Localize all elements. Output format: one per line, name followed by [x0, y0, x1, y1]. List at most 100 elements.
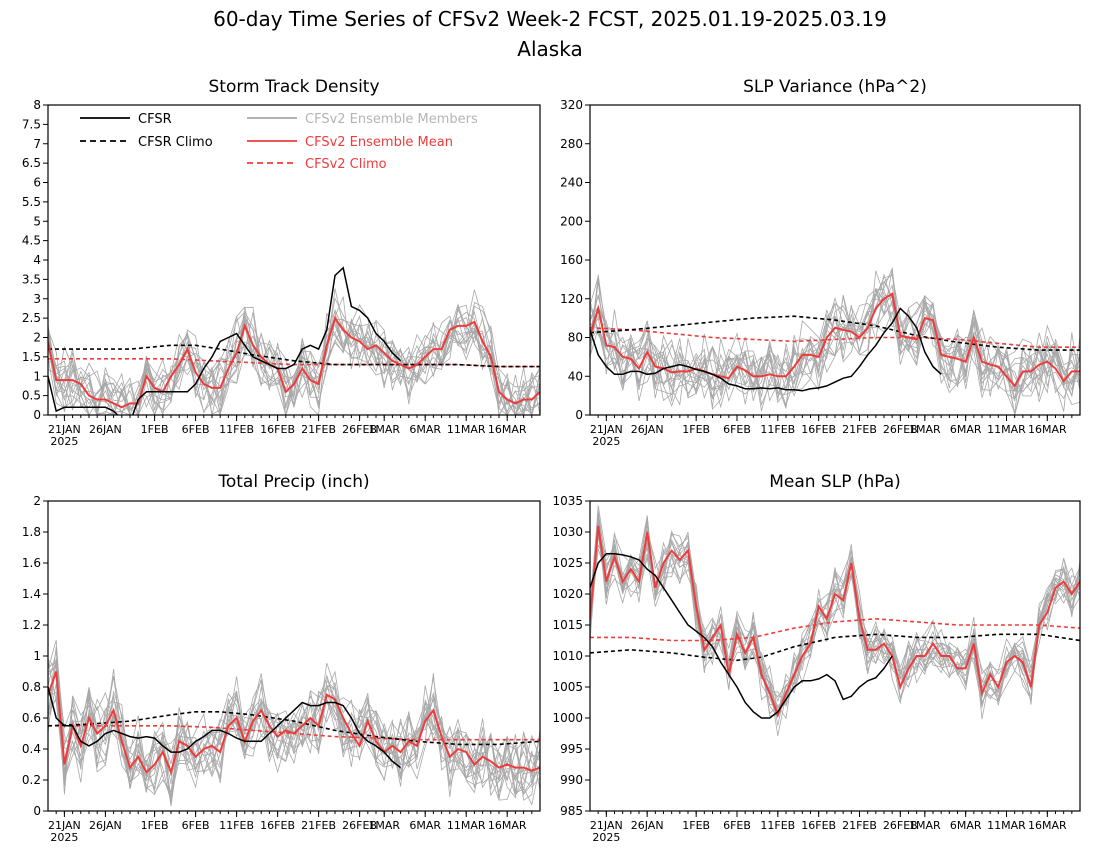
y-tick-label: 160 [560, 253, 583, 267]
plot-area [590, 266, 1080, 415]
y-tick-label: 985 [560, 804, 583, 818]
x-tick-label: 11MAR [987, 819, 1026, 832]
x-tick-label: 21JAN [590, 819, 623, 832]
x-tick-label: 11MAR [987, 423, 1026, 436]
x-tick-label: 11FEB [760, 819, 795, 832]
panel-frame [47, 104, 541, 416]
y-tick-label: 1 [33, 649, 41, 663]
y-tick-label: 990 [560, 773, 583, 787]
y-tick-label: 200 [560, 214, 583, 228]
panel-precip: Total Precip (inch) 0 0.2 0.4 0.6 0.8 1 1.2 1.4 1… [22, 472, 541, 844]
x-tick-label: 26FEB [883, 819, 918, 832]
cfsr-climo-line [590, 315, 1080, 351]
plot-area [48, 266, 540, 415]
x-tick-label: 11FEB [219, 423, 254, 436]
ensemble-member-line [48, 289, 540, 415]
panel-storm: Storm Track Density 0 0.5 1 1.5 2 2.5 3 3.5 4 4.5 5… [22, 77, 541, 448]
y-tick-label: 1010 [552, 649, 583, 663]
ensemble-member-line [590, 289, 1080, 392]
ensemble-mean-line [590, 525, 1080, 718]
y-tick-label: 1030 [552, 525, 583, 539]
y-tick-label: 0.6 [22, 711, 41, 725]
legend-ens-mean-label: CFSv2 Ensemble Mean [305, 135, 453, 150]
ensemble-member-line [590, 282, 1080, 412]
y-tick-label: 280 [560, 137, 583, 151]
y-tick-label: 0 [33, 804, 41, 818]
y-tick-label: 1 [33, 369, 41, 383]
ensemble-mean-line [48, 315, 540, 409]
panel-title: Storm Track Density [208, 77, 379, 97]
y-tick-label: 5 [33, 214, 41, 228]
x-tick-label: 6MAR [409, 423, 441, 436]
x-tick-label: 1FEB [141, 819, 169, 832]
x-tick-label: 16FEB [801, 819, 836, 832]
panel-title: Mean SLP (hPa) [769, 472, 901, 492]
y-tick-label: 7 [33, 137, 41, 151]
y-tick-label: 8 [33, 98, 41, 112]
x-tick-label: 1MAR [909, 423, 941, 436]
x-tick-label: 6MAR [950, 819, 982, 832]
cfsr-climo-line [48, 711, 540, 746]
x-year-label: 2025 [50, 831, 78, 844]
y-tick-label: 1035 [552, 494, 583, 508]
x-year-label: 2025 [592, 435, 620, 448]
ensemble-mean-line [590, 292, 1080, 388]
x-tick-label: 11FEB [219, 819, 254, 832]
y-tick-label: 995 [560, 742, 583, 756]
x-tick-label: 16MAR [488, 819, 527, 832]
y-tick-label: 2 [33, 494, 41, 508]
y-tick-label: 0.4 [22, 742, 41, 756]
x-tick-label: 1FEB [682, 423, 710, 436]
legend-cfsv2-climo-label: CFSv2 Climo [305, 157, 387, 172]
ensemble-member-line [590, 517, 1080, 720]
x-tick-label: 1FEB [682, 819, 710, 832]
y-tick-label: 1005 [552, 680, 583, 694]
cfsr-line [48, 686, 402, 769]
panels: Storm Track Density 0 0.5 1 1.5 2 2.5 3 3.5 4 4.5 5… [22, 77, 1081, 844]
x-tick-label: 26JAN [631, 423, 664, 436]
y-tick-label: 1.8 [22, 525, 41, 539]
x-year-label: 2025 [592, 831, 620, 844]
x-tick-label: 26JAN [631, 819, 664, 832]
legend-cfsr-climo-label: CFSR Climo [138, 135, 213, 150]
y-tick-label: 5.5 [22, 195, 41, 209]
y-tick-label: 80 [568, 331, 583, 345]
x-tick-label: 11MAR [447, 423, 486, 436]
y-tick-label: 2 [33, 331, 41, 345]
cfsr-climo-line [590, 633, 1080, 662]
cfsv2-climo-line [590, 617, 1080, 642]
ensemble-member-line [590, 273, 1080, 407]
y-tick-label: 1.4 [22, 587, 41, 601]
panel-title: SLP Variance (hPa^2) [743, 77, 927, 97]
ensemble-member-line [48, 658, 540, 789]
ensemble-member-line [48, 306, 540, 415]
x-tick-label: 1MAR [909, 819, 941, 832]
y-tick-label: 0.2 [22, 773, 41, 787]
y-tick-label: 1025 [552, 556, 583, 570]
y-tick-label: 4.5 [22, 234, 41, 248]
legend-ens-members-label: CFSv2 Ensemble Members [305, 112, 478, 127]
legend: CFSR CFSR Climo CFSv2 Ensemble Members CFSv… [80, 112, 478, 172]
x-tick-label: 16FEB [260, 423, 295, 436]
x-year-label: 2025 [50, 435, 78, 448]
y-tick-label: 1015 [552, 618, 583, 632]
y-tick-label: 120 [560, 292, 583, 306]
y-tick-label: 1020 [552, 587, 583, 601]
ensemble-member-line [590, 515, 1080, 726]
panel-title: Total Precip (inch) [217, 472, 369, 492]
ensemble-member-line [590, 288, 1080, 415]
y-tick-label: 3 [33, 292, 41, 306]
x-tick-label: 26JAN [89, 423, 122, 436]
panel-frame [589, 104, 1081, 416]
x-tick-label: 1FEB [141, 423, 169, 436]
x-tick-label: 26FEB [342, 819, 377, 832]
x-tick-label: 6FEB [723, 819, 751, 832]
ensemble-member-line [48, 288, 540, 415]
x-tick-label: 21JAN [48, 423, 81, 436]
panel-frame [47, 500, 541, 812]
x-tick-label: 21JAN [48, 819, 81, 832]
ensemble-member-line [590, 287, 1080, 397]
y-tick-label: 1.2 [22, 618, 41, 632]
figure-subtitle: Alaska [517, 37, 582, 61]
